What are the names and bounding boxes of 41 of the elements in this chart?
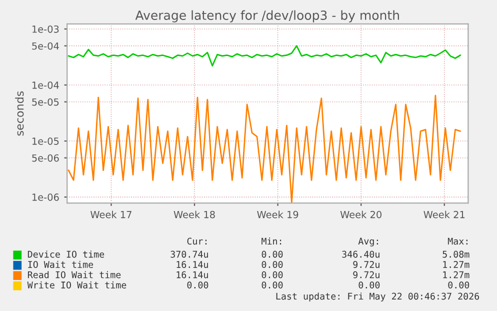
text: 1.27m [443, 261, 470, 268]
text: 0.00 [262, 282, 283, 288]
x-tick-label: Week 21 [424, 210, 465, 218]
text: 0.00 [448, 282, 470, 288]
text: 0.00 [262, 250, 283, 258]
text: Avg: [358, 238, 378, 246]
y-tick-label: 5e-04 [32, 42, 59, 50]
text: 5.08m [442, 250, 470, 258]
x-tick-label: Week 20 [340, 210, 382, 218]
legend-label: Device IO time [28, 250, 104, 258]
legend-label: Read IO Wait time [28, 271, 121, 278]
text: Min: [262, 238, 282, 245]
text: 370.74u [170, 250, 208, 258]
text: 0.00 [187, 282, 208, 288]
text: 9.72u [353, 271, 380, 278]
line-series [68, 45, 461, 67]
text: 346.40u [342, 250, 380, 258]
text: 16.14u [176, 271, 208, 278]
y-tick-label: 1e-06 [32, 194, 59, 201]
text: 9.72u [353, 261, 380, 268]
y-tick-label: 5e-05 [32, 98, 59, 106]
line-series [68, 94, 461, 204]
text: 1.27m [443, 271, 470, 278]
text: 16.14u [176, 261, 208, 268]
x-tick-label: Week 19 [257, 210, 298, 218]
text: 0.00 [262, 261, 283, 268]
y-tick-label: 1e-04 [32, 81, 59, 89]
text: 0.00 [358, 282, 380, 288]
y-tick-label: 5e-06 [32, 154, 59, 162]
x-tick-label: Week 18 [174, 210, 215, 218]
x-tick-label: Week 17 [90, 210, 132, 218]
y-axis-title: seconds [15, 91, 24, 136]
chart-title: Average latency for /dev/loop3 - by month [135, 10, 399, 22]
y-tick-label: 1e-05 [32, 138, 59, 145]
text: Max: [448, 238, 468, 245]
text: Last update: Fri May 22 00:46:37 2026 [276, 292, 480, 302]
text: 0.00 [262, 271, 283, 278]
legend-label: IO Wait time [28, 260, 94, 268]
legend-label: Write IO Wait time [27, 281, 126, 288]
y-tick-label: 1e-03 [32, 25, 59, 33]
text: Cur: [187, 238, 207, 245]
